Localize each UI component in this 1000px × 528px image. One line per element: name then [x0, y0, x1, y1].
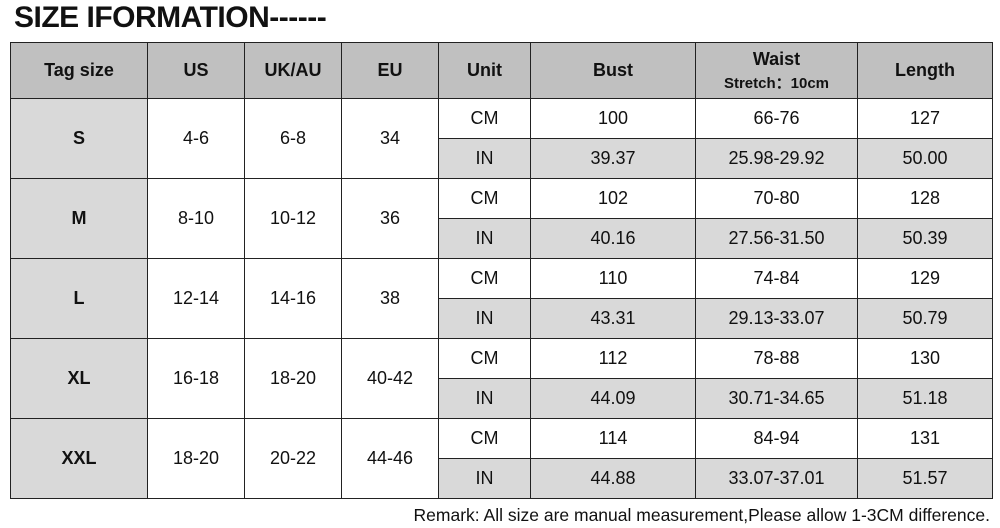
uk-au-cell: 10-12 — [244, 178, 342, 259]
length-cell: 128 — [857, 178, 993, 219]
tag-size-cell: XXL — [10, 418, 148, 499]
unit-cell: CM — [438, 338, 531, 379]
table-row: IN 44.88 33.07-37.01 51.57 — [11, 458, 993, 499]
unit-cell: IN — [438, 458, 531, 499]
uk-au-cell: 14-16 — [244, 258, 342, 339]
length-cell: 50.79 — [857, 298, 993, 339]
us-cell: 12-14 — [147, 258, 245, 339]
unit-cell: CM — [438, 418, 531, 459]
tag-size-cell: L — [10, 258, 148, 339]
bust-cell: 43.31 — [530, 298, 696, 339]
us-cell: 8-10 — [147, 178, 245, 259]
bust-cell: 39.37 — [530, 138, 696, 179]
header-unit: Unit — [438, 42, 531, 99]
header-us: US — [147, 42, 245, 99]
header-tag-size: Tag size — [10, 42, 148, 99]
table-row: IN 39.37 25.98-29.92 50.00 — [11, 138, 993, 179]
table-row: L 12-14 14-16 38 CM 110 74-84 129 — [10, 258, 993, 339]
length-cell: 129 — [857, 258, 993, 299]
bust-cell: 40.16 — [530, 218, 696, 259]
unit-cell: CM — [438, 178, 531, 219]
header-bust: Bust — [530, 42, 696, 99]
waist-cell: 74-84 — [695, 258, 858, 299]
unit-cell: IN — [438, 298, 531, 339]
us-cell: 4-6 — [147, 98, 245, 179]
header-length: Length — [857, 42, 993, 99]
header-uk-au: UK/AU — [244, 42, 342, 99]
unit-cell: IN — [438, 218, 531, 259]
bust-cell: 102 — [530, 178, 696, 219]
waist-cell: 78-88 — [695, 338, 858, 379]
uk-au-cell: 20-22 — [244, 418, 342, 499]
tag-size-cell: S — [10, 98, 148, 179]
bust-cell: 114 — [530, 418, 696, 459]
bust-cell: 44.88 — [530, 458, 696, 499]
eu-cell: 34 — [341, 98, 439, 179]
waist-cell: 84-94 — [695, 418, 858, 459]
header-eu: EU — [341, 42, 439, 99]
waist-cell: 29.13-33.07 — [695, 298, 858, 339]
us-cell: 16-18 — [147, 338, 245, 419]
uk-au-cell: 18-20 — [244, 338, 342, 419]
length-cell: 131 — [857, 418, 993, 459]
waist-cell: 33.07-37.01 — [695, 458, 858, 499]
tag-size-cell: M — [10, 178, 148, 259]
uk-au-cell: 6-8 — [244, 98, 342, 179]
table-row: S 4-6 6-8 34 CM 100 66-76 127 — [10, 98, 993, 179]
eu-cell: 40-42 — [341, 338, 439, 419]
waist-cell: 27.56-31.50 — [695, 218, 858, 259]
bust-cell: 110 — [530, 258, 696, 299]
waist-cell: 70-80 — [695, 178, 858, 219]
unit-cell: IN — [438, 138, 531, 179]
unit-cell: CM — [438, 98, 531, 139]
length-cell: 51.18 — [857, 378, 993, 419]
length-cell: 50.39 — [857, 218, 993, 259]
bust-cell: 100 — [530, 98, 696, 139]
length-cell: 50.00 — [857, 138, 993, 179]
us-cell: 18-20 — [147, 418, 245, 499]
header-waist: Waist Stretch：10cm — [695, 42, 858, 99]
unit-cell: IN — [438, 378, 531, 419]
waist-cell: 30.71-34.65 — [695, 378, 858, 419]
eu-cell: 36 — [341, 178, 439, 259]
length-cell: 130 — [857, 338, 993, 379]
eu-cell: 38 — [341, 258, 439, 339]
table-row: IN 43.31 29.13-33.07 50.79 — [11, 298, 993, 339]
length-cell: 51.57 — [857, 458, 993, 499]
waist-stretch-note: Stretch：10cm — [723, 74, 830, 92]
size-table: Tag size US UK/AU EU Unit Bust Waist Stre… — [10, 42, 993, 499]
table-row: XL 16-18 18-20 40-42 CM 112 78-88 130 — [10, 338, 993, 419]
length-cell: 127 — [857, 98, 993, 139]
tag-size-cell: XL — [10, 338, 148, 419]
header-row: Tag size US UK/AU EU Unit Bust Waist Stre… — [10, 42, 993, 99]
page-title: SIZE IFORMATION------ — [14, 1, 327, 34]
eu-cell: 44-46 — [341, 418, 439, 499]
table-row: XXL 18-20 20-22 44-46 CM 114 84-94 131 — [10, 418, 993, 499]
remark-note: Remark: All size are manual measurement,… — [413, 505, 990, 525]
waist-cell: 66-76 — [695, 98, 858, 139]
table-row: IN 44.09 30.71-34.65 51.18 — [11, 378, 993, 419]
bust-cell: 44.09 — [530, 378, 696, 419]
waist-cell: 25.98-29.92 — [695, 138, 858, 179]
waist-label: Waist — [752, 48, 801, 69]
table-row: IN 40.16 27.56-31.50 50.39 — [11, 218, 993, 259]
bust-cell: 112 — [530, 338, 696, 379]
unit-cell: CM — [438, 258, 531, 299]
table-row: M 8-10 10-12 36 CM 102 70-80 128 — [10, 178, 993, 259]
